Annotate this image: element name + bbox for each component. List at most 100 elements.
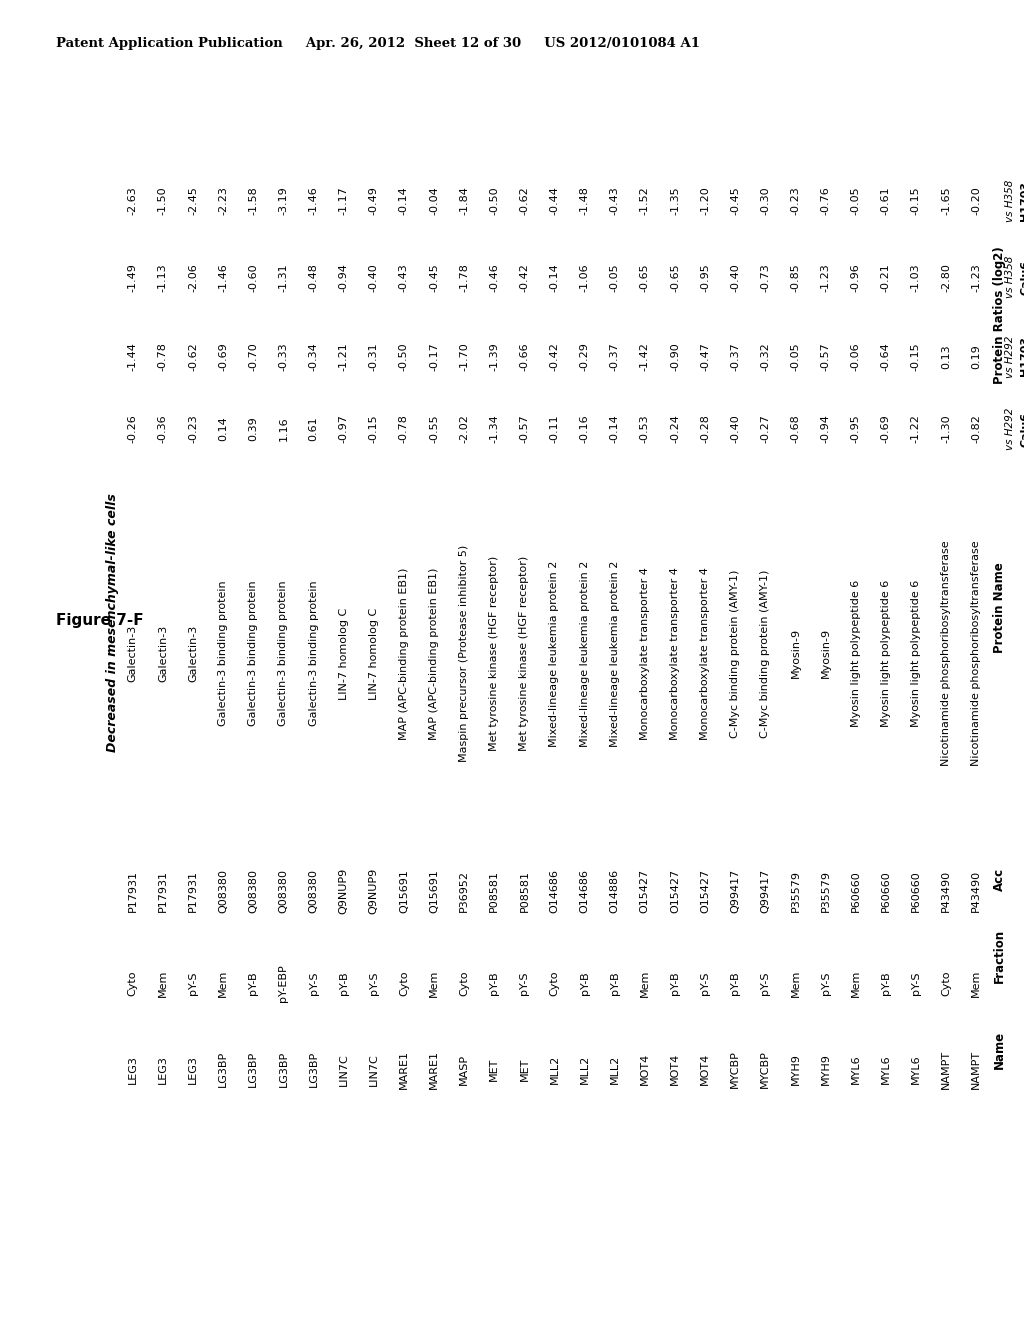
Text: P17931: P17931 <box>158 870 168 912</box>
Text: Cyto: Cyto <box>399 970 409 997</box>
Text: Q15691: Q15691 <box>429 869 439 913</box>
Text: Patent Application Publication     Apr. 26, 2012  Sheet 12 of 30     US 2012/010: Patent Application Publication Apr. 26, … <box>56 37 700 50</box>
Text: 0.14: 0.14 <box>218 417 228 441</box>
Text: -0.50: -0.50 <box>399 342 409 371</box>
Text: -2.45: -2.45 <box>188 186 198 215</box>
Text: -0.48: -0.48 <box>308 263 318 292</box>
Text: -2.23: -2.23 <box>218 186 228 215</box>
Text: -0.50: -0.50 <box>489 186 500 215</box>
Text: -0.33: -0.33 <box>279 342 289 371</box>
Text: -0.23: -0.23 <box>791 186 801 215</box>
Text: Mixed-lineage leukemia protein 2: Mixed-lineage leukemia protein 2 <box>609 560 620 747</box>
Text: -0.73: -0.73 <box>761 263 770 292</box>
Text: Decreased in mesenchymal-like cells: Decreased in mesenchymal-like cells <box>106 494 119 752</box>
Text: pY-EBP: pY-EBP <box>279 965 289 1002</box>
Text: -0.40: -0.40 <box>730 263 740 292</box>
Text: -0.21: -0.21 <box>881 263 891 292</box>
Text: pY-S: pY-S <box>700 972 710 995</box>
Text: pY-S: pY-S <box>308 972 318 995</box>
Text: -0.44: -0.44 <box>550 186 559 215</box>
Text: Galectin-3 binding protein: Galectin-3 binding protein <box>308 581 318 726</box>
Text: -0.16: -0.16 <box>580 414 590 444</box>
Text: 0.61: 0.61 <box>308 417 318 441</box>
Text: Myosin light polypeptide 6: Myosin light polypeptide 6 <box>911 579 921 727</box>
Text: Met tyrosine kinase (HGF receptor): Met tyrosine kinase (HGF receptor) <box>519 556 529 751</box>
Text: -2.02: -2.02 <box>459 414 469 444</box>
Text: -1.22: -1.22 <box>911 414 921 444</box>
Text: -1.49: -1.49 <box>128 263 138 292</box>
Text: LG3BP: LG3BP <box>308 1051 318 1088</box>
Text: pY-S: pY-S <box>911 972 921 995</box>
Text: P60660: P60660 <box>911 870 921 912</box>
Text: 0.19: 0.19 <box>971 345 981 368</box>
Text: Mem: Mem <box>429 970 439 997</box>
Text: MARE1: MARE1 <box>399 1049 409 1089</box>
Text: MLL2: MLL2 <box>580 1055 590 1084</box>
Text: -0.42: -0.42 <box>550 342 559 371</box>
Text: P35579: P35579 <box>791 870 801 912</box>
Text: -0.37: -0.37 <box>609 342 620 371</box>
Text: P36952: P36952 <box>459 870 469 912</box>
Text: pY-S: pY-S <box>188 972 198 995</box>
Text: -1.17: -1.17 <box>339 186 348 215</box>
Text: -0.69: -0.69 <box>881 414 891 444</box>
Text: Cyto: Cyto <box>128 970 138 997</box>
Text: MYH9: MYH9 <box>820 1053 830 1085</box>
Text: -0.55: -0.55 <box>429 414 439 444</box>
Text: P35579: P35579 <box>820 870 830 912</box>
Text: Nicotinamide phosphoribosyltransferase: Nicotinamide phosphoribosyltransferase <box>941 541 951 766</box>
Text: -0.37: -0.37 <box>730 342 740 371</box>
Text: Q99417: Q99417 <box>730 869 740 913</box>
Text: pY-B: pY-B <box>580 972 590 995</box>
Text: Mixed-lineage leukemia protein 2: Mixed-lineage leukemia protein 2 <box>550 560 559 747</box>
Text: -0.24: -0.24 <box>670 414 680 444</box>
Text: vs H292: vs H292 <box>1005 408 1015 450</box>
Text: -1.23: -1.23 <box>820 263 830 292</box>
Text: Mem: Mem <box>971 970 981 997</box>
Text: -0.06: -0.06 <box>851 342 861 371</box>
Text: P60660: P60660 <box>881 870 891 912</box>
Text: 0.13: 0.13 <box>941 345 951 368</box>
Text: -0.82: -0.82 <box>971 414 981 444</box>
Text: -0.76: -0.76 <box>820 186 830 215</box>
Text: O14886: O14886 <box>609 869 620 913</box>
Text: MYL6: MYL6 <box>881 1055 891 1084</box>
Text: -0.47: -0.47 <box>700 342 710 371</box>
Text: -0.23: -0.23 <box>188 414 198 444</box>
Text: Myosin-9: Myosin-9 <box>820 628 830 678</box>
Text: pY-B: pY-B <box>730 972 740 995</box>
Text: -2.06: -2.06 <box>188 263 198 292</box>
Text: Name: Name <box>993 1031 1006 1069</box>
Text: -0.20: -0.20 <box>971 186 981 215</box>
Text: -0.36: -0.36 <box>158 414 168 444</box>
Text: -1.44: -1.44 <box>128 342 138 371</box>
Text: MOT4: MOT4 <box>670 1053 680 1085</box>
Text: -0.65: -0.65 <box>640 263 650 292</box>
Text: O15427: O15427 <box>700 869 710 913</box>
Text: pY-B: pY-B <box>609 972 620 995</box>
Text: LEG3: LEG3 <box>158 1055 168 1084</box>
Text: Protein Ratios (log2): Protein Ratios (log2) <box>993 246 1006 384</box>
Text: -0.34: -0.34 <box>308 342 318 371</box>
Text: Mem: Mem <box>851 970 861 997</box>
Text: O15427: O15427 <box>640 869 650 913</box>
Text: -0.11: -0.11 <box>550 414 559 444</box>
Text: MARE1: MARE1 <box>429 1049 439 1089</box>
Text: O14686: O14686 <box>580 869 590 913</box>
Text: -0.69: -0.69 <box>218 342 228 371</box>
Text: MOT4: MOT4 <box>640 1053 650 1085</box>
Text: MYCBP: MYCBP <box>730 1051 740 1088</box>
Text: -1.70: -1.70 <box>459 342 469 371</box>
Text: 1.16: 1.16 <box>279 417 289 441</box>
Text: Acc: Acc <box>993 867 1006 891</box>
Text: -0.49: -0.49 <box>369 186 379 215</box>
Text: Figure 7-F: Figure 7-F <box>56 612 144 628</box>
Text: -0.57: -0.57 <box>519 414 529 444</box>
Text: -0.68: -0.68 <box>791 414 801 444</box>
Text: -0.62: -0.62 <box>188 342 198 371</box>
Text: -0.42: -0.42 <box>519 263 529 292</box>
Text: Q08380: Q08380 <box>308 869 318 913</box>
Text: -1.46: -1.46 <box>308 186 318 215</box>
Text: Mem: Mem <box>640 970 650 997</box>
Text: -0.97: -0.97 <box>339 414 348 444</box>
